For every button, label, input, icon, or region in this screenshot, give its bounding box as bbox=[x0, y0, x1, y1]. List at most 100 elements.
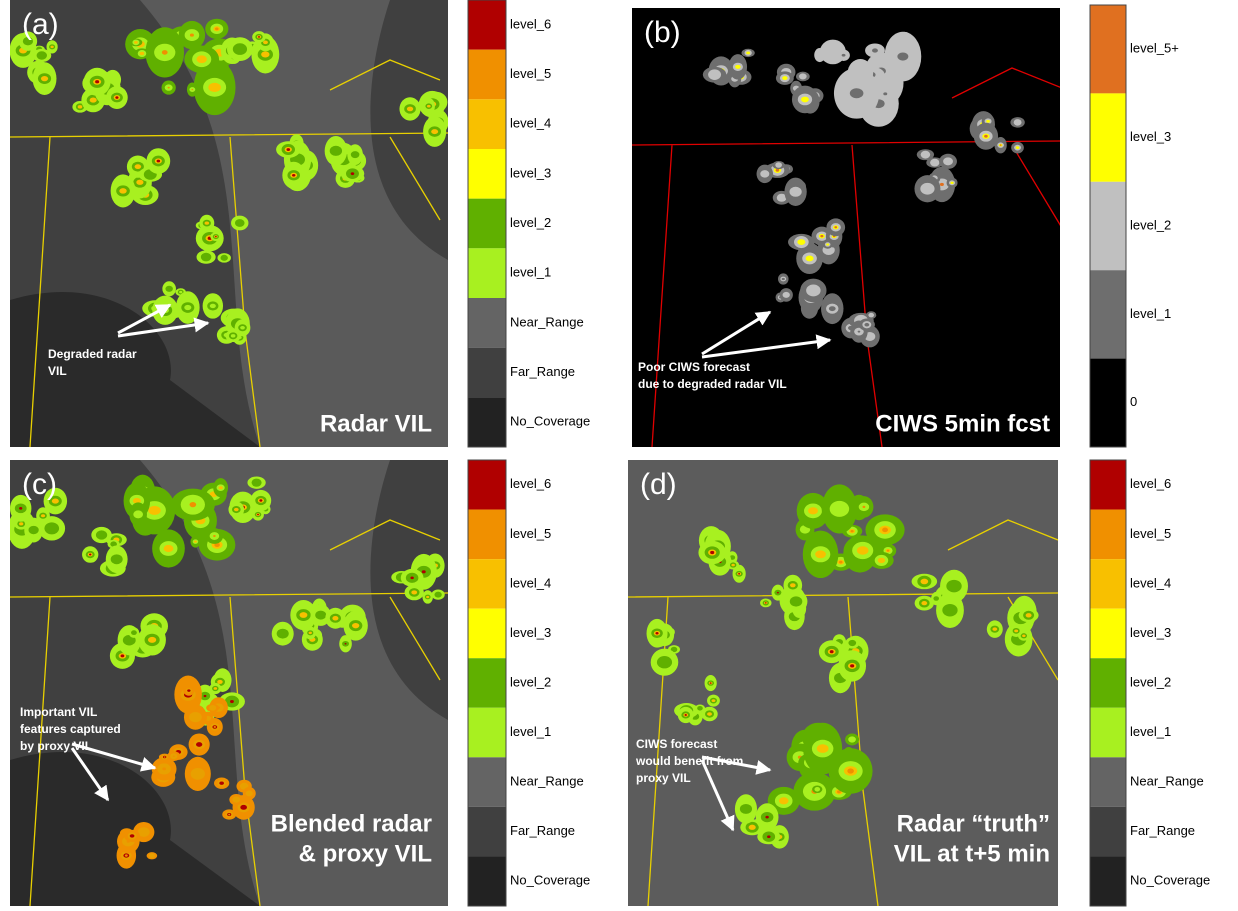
storm-core bbox=[139, 51, 145, 56]
legend-swatch bbox=[468, 559, 506, 609]
storm-core bbox=[193, 540, 197, 543]
storm-core bbox=[920, 578, 929, 585]
storm-cell bbox=[22, 37, 34, 46]
storm-core bbox=[89, 97, 97, 103]
storm-core bbox=[801, 96, 809, 103]
storm-core bbox=[213, 687, 218, 690]
storm-core bbox=[834, 226, 838, 229]
legend-label: Near_Range bbox=[510, 774, 584, 789]
legend-label: level_4 bbox=[510, 575, 551, 590]
legend-swatch bbox=[468, 99, 506, 149]
panel-label: (a) bbox=[22, 8, 59, 41]
storm-core bbox=[299, 612, 308, 618]
storm-core bbox=[191, 88, 194, 91]
storm-cell bbox=[806, 284, 821, 297]
storm-core bbox=[19, 522, 24, 526]
annotation: CIWS forecast bbox=[636, 737, 717, 751]
storm-core bbox=[211, 304, 215, 308]
storm-core bbox=[711, 699, 716, 703]
storm-core bbox=[286, 148, 291, 151]
legend-swatch bbox=[1090, 270, 1126, 359]
storm-core bbox=[847, 768, 854, 774]
storm-core bbox=[172, 755, 175, 757]
annotation: Poor CIWS forecast bbox=[638, 360, 750, 374]
legend-swatch bbox=[1090, 93, 1126, 182]
storm-core bbox=[179, 291, 182, 293]
legend-label: level_2 bbox=[510, 674, 551, 689]
legend-swatch bbox=[468, 298, 506, 348]
storm-core bbox=[292, 173, 296, 177]
storm-core bbox=[426, 595, 430, 599]
storm-cell bbox=[137, 827, 150, 837]
storm-core bbox=[50, 45, 54, 49]
storm-core bbox=[776, 591, 779, 594]
annotation: features captured bbox=[20, 722, 121, 736]
storm-core bbox=[261, 51, 270, 58]
legend-swatch bbox=[468, 806, 506, 857]
storm-cell bbox=[670, 646, 678, 653]
legend-label: No_Coverage bbox=[1130, 873, 1210, 888]
storm-cell bbox=[816, 52, 823, 58]
storm-core bbox=[826, 243, 830, 246]
storm-core bbox=[148, 505, 161, 515]
legend-label: Near_Range bbox=[510, 314, 584, 329]
storm-core bbox=[782, 76, 788, 81]
storm-core bbox=[115, 96, 119, 99]
legend-label: Near_Range bbox=[1130, 774, 1204, 789]
storm-core bbox=[939, 182, 944, 187]
storm-core bbox=[257, 36, 261, 38]
legend-swatch bbox=[1090, 707, 1126, 758]
storm-core bbox=[203, 694, 207, 698]
storm-core bbox=[735, 64, 741, 69]
storm-core bbox=[51, 498, 59, 504]
panel-label: (d) bbox=[640, 468, 677, 501]
storm-core bbox=[684, 714, 687, 716]
storm-core bbox=[778, 797, 789, 805]
storm-core bbox=[850, 529, 854, 533]
storm-core bbox=[167, 86, 170, 89]
storm-core bbox=[882, 527, 888, 533]
storm-core bbox=[886, 549, 890, 552]
storm-core bbox=[196, 55, 207, 64]
storm-cell bbox=[434, 591, 442, 598]
storm-core bbox=[781, 277, 785, 281]
storm-core bbox=[213, 726, 216, 728]
storm-core bbox=[839, 560, 843, 564]
annotation: proxy VIL bbox=[636, 771, 691, 785]
storm-cell bbox=[276, 628, 289, 639]
legend-swatch bbox=[468, 757, 506, 807]
storm-cell bbox=[131, 630, 137, 636]
legend-swatch bbox=[1090, 181, 1126, 271]
map bbox=[10, 460, 448, 906]
legend-label: Far_Range bbox=[510, 364, 575, 379]
legend-label: Far_Range bbox=[510, 823, 575, 838]
storm-cell bbox=[739, 803, 753, 814]
storm-core bbox=[120, 654, 125, 658]
storm-core bbox=[808, 507, 818, 515]
storm-cell bbox=[28, 525, 39, 535]
storm-core bbox=[864, 322, 870, 327]
storm-core bbox=[805, 255, 814, 262]
legend-label: level_1 bbox=[1130, 724, 1171, 739]
legend-label: level_3 bbox=[510, 625, 551, 640]
storm-core bbox=[161, 50, 168, 55]
storm-cell bbox=[933, 596, 940, 601]
panel-label: (b) bbox=[644, 16, 681, 49]
legend: level_6 level_5 level_4 level_3 level_2level… bbox=[467, 459, 590, 907]
storm-cell bbox=[825, 46, 840, 58]
arrow bbox=[117, 317, 210, 338]
legend-swatch bbox=[1090, 5, 1126, 94]
storm-cell bbox=[829, 500, 850, 517]
legend-label: level_4 bbox=[1130, 575, 1171, 590]
arrow bbox=[701, 755, 772, 775]
legend-swatch bbox=[1090, 856, 1126, 906]
arrow bbox=[71, 742, 157, 772]
storm-cell bbox=[209, 704, 217, 711]
storm-core bbox=[119, 188, 127, 194]
storm-core bbox=[88, 553, 92, 556]
storm-cell bbox=[329, 145, 343, 156]
storm-cell bbox=[942, 603, 958, 617]
storm-core bbox=[40, 514, 46, 518]
storm-core bbox=[204, 221, 210, 225]
legend-swatch bbox=[468, 49, 506, 100]
